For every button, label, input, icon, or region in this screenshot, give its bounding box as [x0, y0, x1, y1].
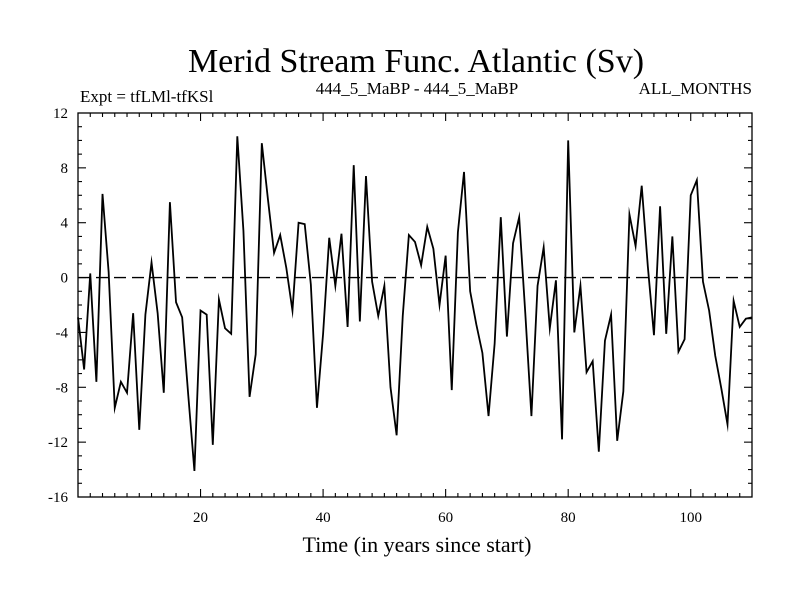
y-tick-label: -4 — [56, 325, 69, 341]
y-tick-label: 12 — [53, 106, 68, 122]
y-tick-label: -8 — [56, 380, 69, 396]
plot-frame — [77, 112, 753, 498]
x-tick-label: 20 — [193, 510, 208, 526]
series-layer — [77, 136, 753, 472]
x-tick-label: 80 — [561, 510, 576, 526]
experiment-label: Expt = tfLMl-tfKSl — [80, 87, 214, 106]
chart-title: Merid Stream Func. Atlantic (Sv) — [188, 43, 644, 80]
series-line — [77, 136, 753, 472]
y-tick-label: -12 — [48, 435, 68, 451]
x-axis-label: Time (in years since start) — [303, 532, 532, 557]
months-label: ALL_MONTHS — [639, 79, 752, 98]
y-tick-label: 0 — [61, 271, 69, 287]
y-tick-label: 8 — [61, 161, 69, 177]
x-tick-label: 100 — [679, 510, 702, 526]
period-label: 444_5_MaBP - 444_5_MaBP — [316, 79, 518, 98]
y-tick-label: 4 — [61, 216, 69, 232]
y-tick-label: -16 — [48, 490, 68, 506]
x-tick-label: 60 — [438, 510, 453, 526]
x-tick-label: 40 — [316, 510, 331, 526]
